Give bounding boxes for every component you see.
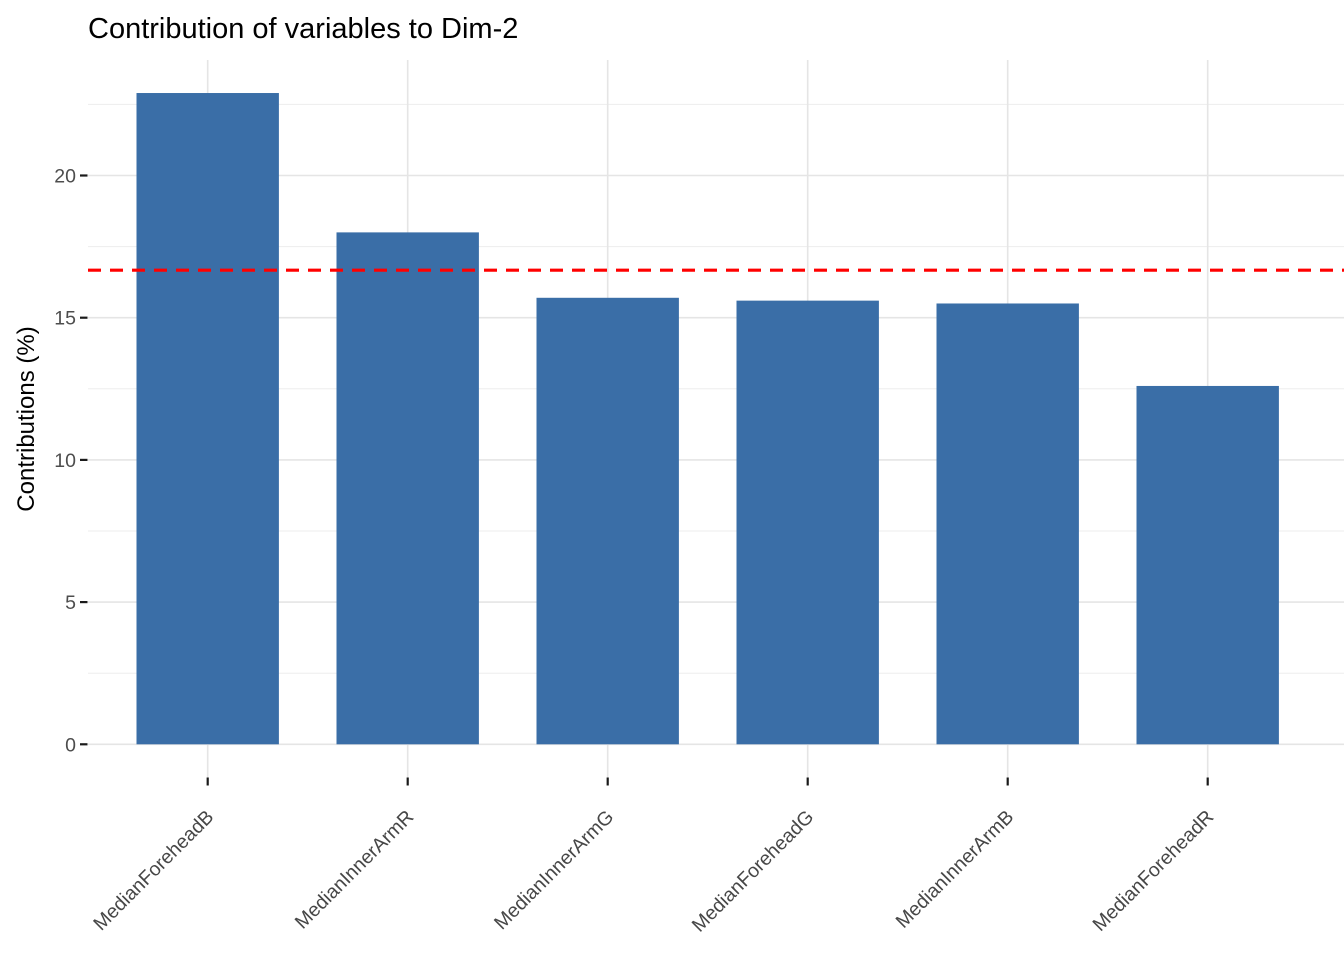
chart-title: Contribution of variables to Dim-2 <box>88 13 519 45</box>
bar <box>336 232 479 745</box>
y-tick-label: 0 <box>65 734 76 756</box>
x-tick-label: MedianInnerArmB <box>892 806 1019 933</box>
x-tick-label: MedianForeheadR <box>1088 806 1218 936</box>
y-tick-label: 10 <box>54 450 76 472</box>
y-tick-label: 15 <box>54 308 76 330</box>
bar <box>1136 385 1279 745</box>
y-tick-label: 20 <box>54 166 76 188</box>
x-tick-label: MedianInnerArmG <box>490 806 618 934</box>
y-tick-label: 5 <box>65 592 76 614</box>
x-tick-label: MedianForeheadB <box>89 806 218 935</box>
bar <box>136 93 279 745</box>
bar <box>536 297 679 745</box>
bar <box>736 300 879 745</box>
x-tick-label: MedianForeheadG <box>688 806 819 937</box>
x-tick-label: MedianInnerArmR <box>291 806 418 933</box>
bar <box>936 303 1079 745</box>
